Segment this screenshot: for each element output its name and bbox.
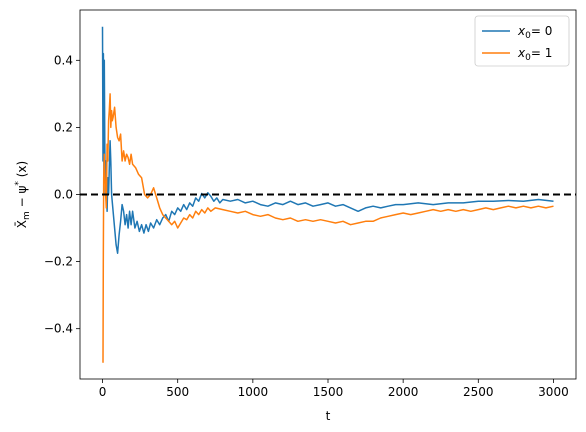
legend-label-1: x0= 1 bbox=[517, 46, 552, 63]
x-tick-label: 1000 bbox=[238, 385, 269, 399]
y-tick-label: −0.2 bbox=[44, 255, 73, 269]
y-axis-label-end: (x) bbox=[15, 161, 29, 181]
x-tick-label: 2500 bbox=[463, 385, 494, 399]
x-ticks: 0 500 1000 1500 2000 2500 3000 bbox=[99, 379, 569, 399]
legend-label-0-name: x bbox=[517, 24, 526, 38]
x-tick-label: 1500 bbox=[313, 385, 344, 399]
legend-label-1-name: x bbox=[517, 46, 526, 60]
series-line-0 bbox=[101, 26, 554, 254]
x-tick-label: 0 bbox=[99, 385, 107, 399]
y-ticks: −0.4 −0.2 0.0 0.2 0.4 bbox=[44, 53, 80, 336]
y-tick-label: 0.4 bbox=[54, 53, 73, 67]
legend-label-0: x0= 0 bbox=[517, 24, 552, 41]
y-tick-label: −0.4 bbox=[44, 322, 73, 336]
y-axis-label: X̄m − ψ* (x) bbox=[14, 161, 32, 228]
legend-label-1-sub: 0 bbox=[525, 53, 531, 63]
legend-label-0-sub: 0 bbox=[525, 31, 531, 41]
legend-label-1-rest: = 1 bbox=[531, 46, 553, 60]
x-axis-label: t bbox=[326, 409, 331, 423]
y-axis-label-sub: m bbox=[22, 211, 32, 220]
y-tick-label: 0.0 bbox=[54, 188, 73, 202]
x-tick-label: 3000 bbox=[538, 385, 569, 399]
legend: x0= 0 x0= 1 bbox=[474, 15, 570, 67]
series-layer bbox=[101, 26, 554, 363]
y-tick-label: 0.2 bbox=[54, 120, 73, 134]
x-tick-label: 500 bbox=[166, 385, 189, 399]
x-tick-label: 2000 bbox=[388, 385, 419, 399]
legend-label-0-rest: = 0 bbox=[531, 24, 553, 38]
y-axis-label-rest: − ψ bbox=[15, 186, 29, 212]
y-axis-label-sup: * bbox=[14, 181, 24, 186]
series-line-1 bbox=[102, 93, 554, 363]
y-axis-label-main: X̄ bbox=[15, 220, 29, 228]
